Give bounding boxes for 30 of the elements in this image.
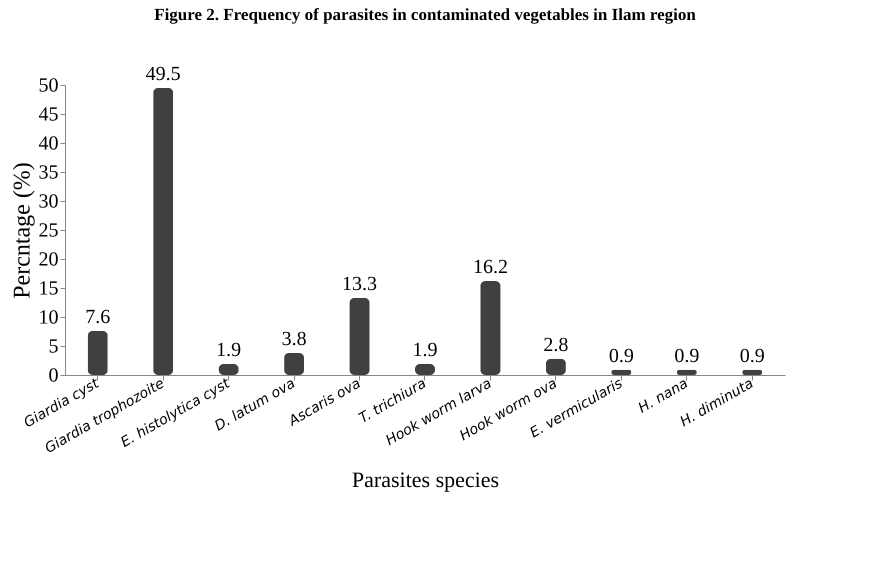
y-tick-label: 10 [38, 306, 58, 328]
data-label: 13.3 [342, 272, 378, 295]
data-label: 0.9 [674, 344, 700, 367]
x-axis-title: Parasites species [352, 467, 500, 492]
data-label: 7.6 [85, 306, 110, 328]
data-label: 1.9 [216, 338, 242, 361]
y-tick-label: 50 [38, 74, 58, 96]
y-tick-label: 40 [38, 132, 58, 154]
bar [88, 330, 108, 375]
y-tick-label: 20 [38, 248, 58, 270]
y-tick-label: 30 [38, 190, 58, 212]
y-tick-label: 45 [38, 104, 58, 126]
data-label: 0.9 [740, 344, 765, 367]
y-tick-label: 35 [38, 162, 58, 184]
chart-title: Figure 2. Frequency of parasites in contaminated vegetables in Ilam region [154, 4, 696, 24]
y-tick-label: 25 [38, 220, 58, 242]
y-tick-label: 15 [38, 278, 58, 300]
data-label: 3.8 [282, 328, 307, 350]
bar [480, 281, 500, 375]
data-label: 2.8 [543, 334, 568, 356]
data-label: 0.9 [608, 344, 634, 367]
bar [153, 88, 174, 375]
data-label: 16.2 [472, 256, 508, 278]
bar [284, 352, 304, 375]
y-axis-title: Percntage (%) [10, 162, 36, 299]
bar [350, 298, 370, 375]
data-label: 49.5 [146, 62, 181, 85]
y-tick-label: 0 [48, 364, 58, 386]
data-label: 1.9 [412, 338, 438, 361]
y-tick-label: 5 [48, 336, 58, 358]
